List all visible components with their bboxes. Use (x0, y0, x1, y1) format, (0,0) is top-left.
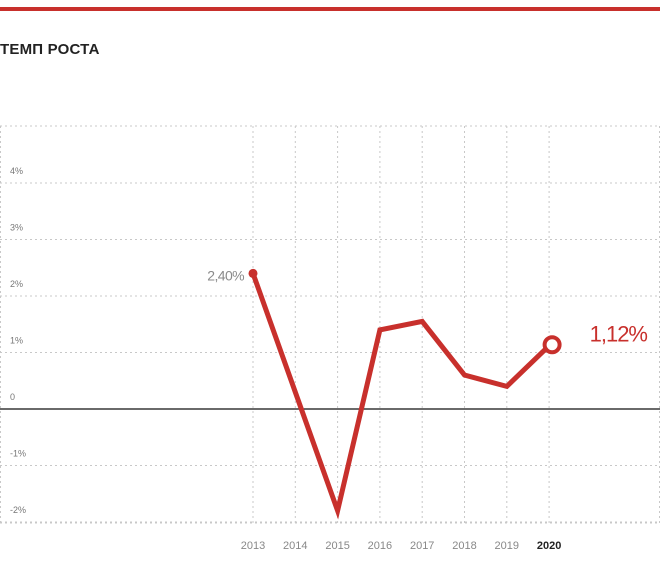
x-tick-label: 2013 (241, 540, 265, 552)
x-tick-label: 2016 (368, 540, 392, 552)
y-tick-label: -1% (10, 449, 26, 459)
chart-title: ТЕМП РОСТА (0, 41, 100, 58)
x-tick-label: 2015 (325, 540, 349, 552)
y-tick-label: 4% (10, 166, 23, 176)
y-tick-label: -2% (10, 505, 26, 515)
first-value-label: 2,40% (207, 267, 244, 283)
y-tick-label: 1% (10, 336, 23, 346)
series-line (250, 272, 551, 520)
y-tick-label: 0 (10, 392, 15, 402)
x-tick-label: 2019 (495, 540, 519, 552)
x-tick-label: 2018 (452, 540, 476, 552)
y-tick-label: 3% (10, 223, 23, 233)
data-point-first (248, 268, 258, 278)
x-tick-label: 2014 (283, 540, 307, 552)
top-rule (0, 7, 660, 11)
last-value-label: 1,12% (590, 322, 648, 347)
x-tick-label: 2017 (410, 540, 434, 552)
x-tick-label: 2020 (537, 540, 561, 552)
data-point-last (542, 335, 562, 355)
y-tick-label: 2% (10, 279, 23, 289)
